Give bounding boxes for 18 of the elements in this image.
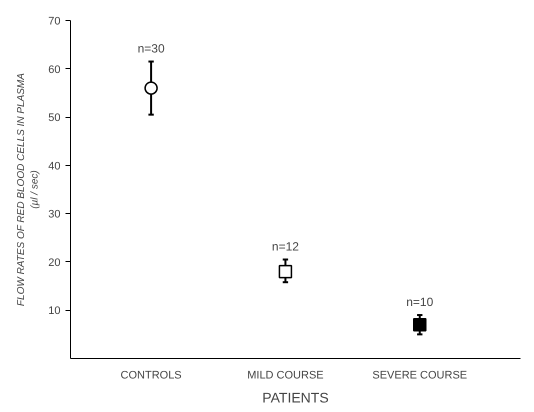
y-tick-label: 40 [48, 160, 61, 172]
x-axis-title: PATIENTS [262, 390, 329, 406]
y-tick-label: 70 [48, 16, 61, 28]
annotation: n=30 [138, 42, 165, 56]
annotation: n=10 [406, 295, 434, 310]
y-tick-label: 30 [48, 208, 61, 221]
y-tick-label: 10 [48, 305, 61, 318]
x-tick-label: SEVERE COURSE [372, 370, 468, 382]
point [278, 264, 292, 278]
y-axis-title: FLOW RATES OF RED BLOOD CELLS IN PLASMA (µl / sec) [16, 72, 40, 306]
y-tick-label: 50 [48, 112, 61, 124]
y-tick-label: 60 [48, 64, 61, 76]
annotation: n=12 [272, 240, 300, 254]
point [413, 318, 427, 332]
y-tick-label: 20 [48, 256, 61, 269]
point [144, 81, 158, 95]
x-tick-label: MILD COURSE [247, 370, 324, 382]
x-tick-label: CONTROLS [120, 370, 182, 382]
